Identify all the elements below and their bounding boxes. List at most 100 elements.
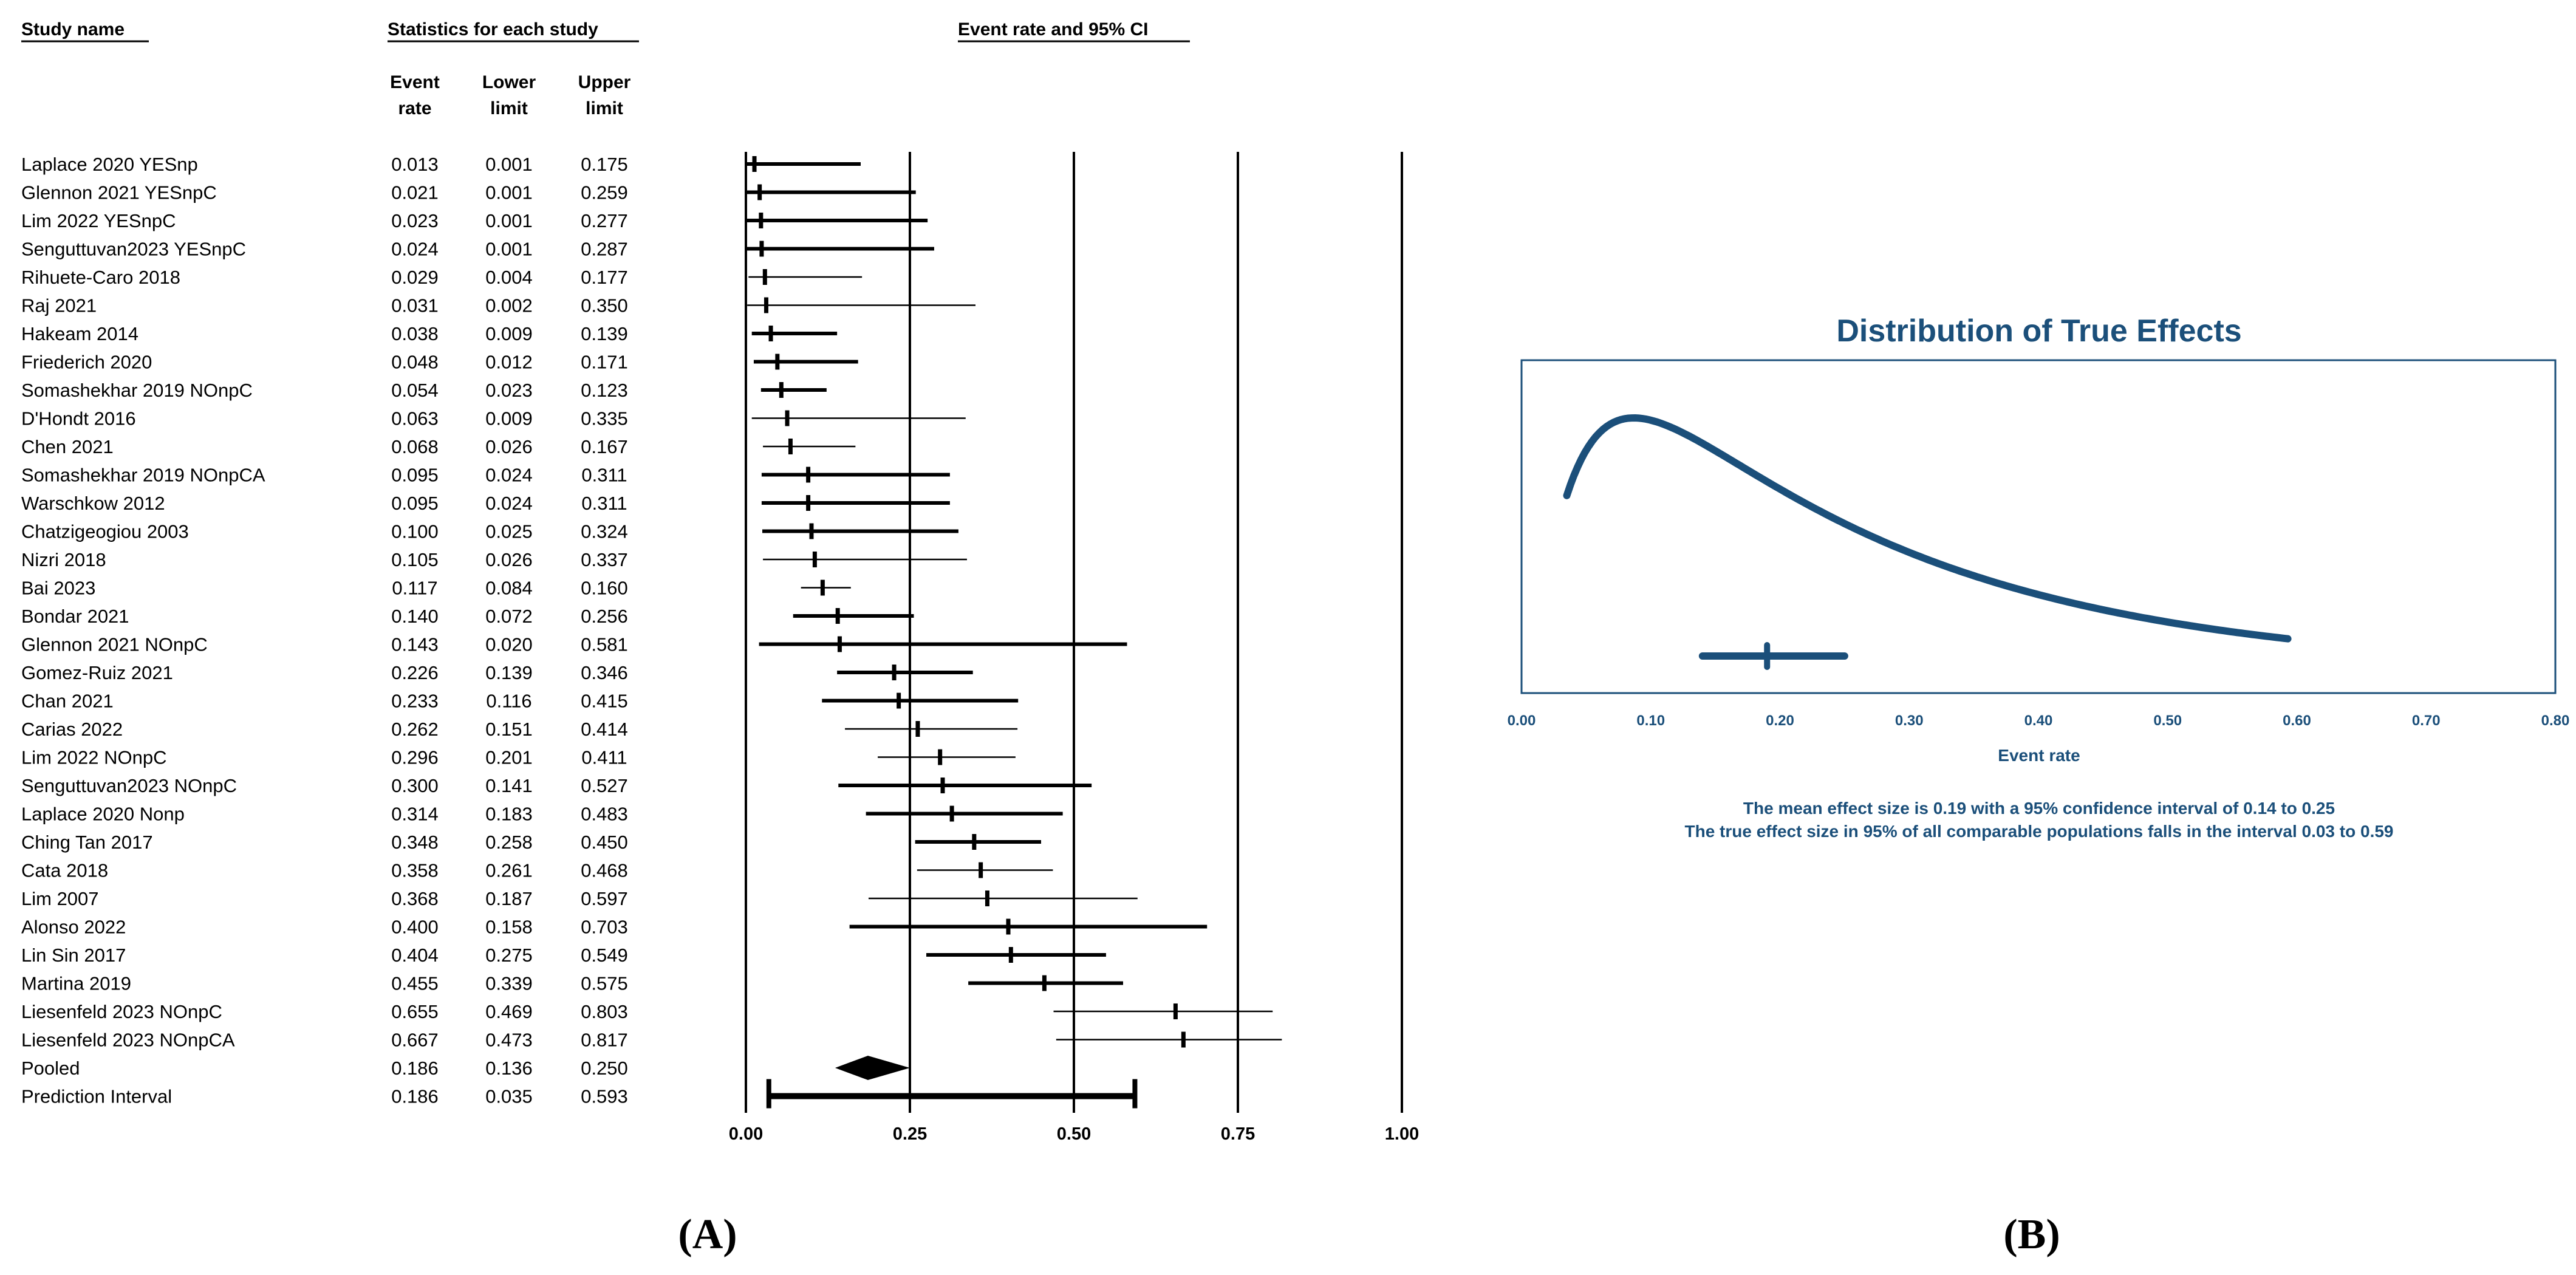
study-name: Senguttuvan2023 YESnpC: [21, 239, 246, 260]
study-name: Pooled: [21, 1058, 80, 1079]
study-name: Martina 2019: [21, 973, 131, 994]
study-row: Lin Sin 2017 0.404 0.275 0.549: [21, 945, 1106, 966]
study-name: Carias 2022: [21, 719, 123, 740]
study-row: Somashekhar 2019 NOnpC 0.054 0.023 0.123: [21, 380, 827, 401]
event-rate-value: 0.063: [391, 408, 439, 429]
study-name: Rihuete-Caro 2018: [21, 267, 180, 288]
distribution-tick-label: 0.20: [1766, 713, 1794, 729]
event-rate-value: 0.455: [391, 973, 439, 994]
study-row: Bondar 2021 0.140 0.072 0.256: [21, 606, 914, 627]
study-name: Somashekhar 2019 NOnpCA: [21, 465, 265, 486]
distribution-tick-label: 0.50: [2153, 713, 2182, 729]
lower-limit-value: 0.469: [485, 1001, 533, 1022]
panel-label-b: (B): [2003, 1211, 2060, 1258]
event-rate-value: 0.186: [391, 1086, 439, 1107]
lower-limit-value: 0.001: [485, 239, 533, 260]
upper-limit-value: 0.259: [581, 182, 628, 203]
event-rate-value: 0.095: [391, 493, 439, 514]
study-row: Rihuete-Caro 2018 0.029 0.004 0.177: [21, 267, 863, 288]
upper-limit-value: 0.256: [581, 606, 628, 627]
lower-limit-value: 0.072: [485, 606, 533, 627]
distribution-curve: [1563, 414, 2292, 643]
event-rate-value: 0.226: [391, 662, 439, 683]
study-row: Bai 2023 0.117 0.084 0.160: [21, 578, 851, 599]
study-name: Liesenfeld 2023 NOnpC: [21, 1001, 222, 1022]
event-rate-value: 0.368: [391, 888, 439, 909]
lower-limit-value: 0.187: [485, 888, 533, 909]
lower-limit-value: 0.158: [485, 917, 533, 938]
event-rate-value: 0.105: [391, 549, 439, 570]
event-rate-value: 0.314: [391, 804, 439, 825]
lower-limit-value: 0.024: [485, 465, 533, 486]
event-rate-value: 0.140: [391, 606, 439, 627]
study-row: Glennon 2021 NOnpC 0.143 0.020 0.581: [21, 634, 1127, 655]
event-rate-value: 0.024: [391, 239, 439, 260]
study-name: Chen 2021: [21, 436, 114, 457]
event-rate-value: 0.029: [391, 267, 439, 288]
study-name: Cata 2018: [21, 860, 108, 881]
distribution-note-interval: The true effect size in 95% of all compa…: [1685, 822, 2394, 841]
event-rate-value: 0.186: [391, 1058, 439, 1079]
study-name: Alonso 2022: [21, 917, 126, 938]
lower-limit-value: 0.275: [485, 945, 533, 966]
event-rate-value: 0.023: [391, 210, 439, 231]
distribution-tick-label: 0.60: [2283, 713, 2311, 729]
event-rate-value: 0.348: [391, 832, 439, 853]
upper-limit-value: 0.703: [581, 917, 628, 938]
study-name: Lim 2022 YESnpC: [21, 210, 176, 231]
study-name: Prediction Interval: [21, 1086, 172, 1107]
lower-limit-value: 0.001: [485, 210, 533, 231]
header-upper-line1: Upper: [578, 72, 631, 92]
study-name: Lim 2007: [21, 888, 99, 909]
upper-limit-value: 0.468: [581, 860, 628, 881]
upper-limit-value: 0.803: [581, 1001, 628, 1022]
upper-limit-value: 0.335: [581, 408, 628, 429]
upper-limit-value: 0.414: [581, 719, 628, 740]
lower-limit-value: 0.001: [485, 154, 533, 175]
study-row: Martina 2019 0.455 0.339 0.575: [21, 973, 1123, 994]
study-name: Senguttuvan2023 NOnpC: [21, 775, 237, 796]
upper-limit-value: 0.483: [581, 804, 628, 825]
study-name: Glennon 2021 YESnpC: [21, 182, 217, 203]
event-rate-value: 0.143: [391, 634, 439, 655]
lower-limit-value: 0.023: [485, 380, 533, 401]
upper-limit-value: 0.593: [581, 1086, 628, 1107]
distribution-tick-label: 0.00: [1508, 713, 1536, 729]
lower-limit-value: 0.025: [485, 521, 533, 542]
event-rate-value: 0.233: [391, 691, 439, 712]
upper-limit-value: 0.177: [581, 267, 628, 288]
study-row: Ching Tan 2017 0.348 0.258 0.450: [21, 832, 1041, 853]
upper-limit-value: 0.346: [581, 662, 628, 683]
event-rate-value: 0.400: [391, 917, 439, 938]
distribution-xlabel: Event rate: [1998, 746, 2080, 765]
event-rate-value: 0.655: [391, 1001, 439, 1022]
forest-tick-label: 0.75: [1221, 1124, 1255, 1144]
study-row: Lim 2022 NOnpC 0.296 0.201 0.411: [21, 747, 1016, 768]
event-rate-value: 0.262: [391, 719, 439, 740]
event-rate-value: 0.013: [391, 154, 439, 175]
study-name: Liesenfeld 2023 NOnpCA: [21, 1030, 235, 1051]
lower-limit-value: 0.004: [485, 267, 533, 288]
header-event-rate-line1: Event: [390, 72, 440, 92]
lower-limit-value: 0.002: [485, 295, 533, 316]
header-event-rate-line2: rate: [398, 98, 431, 118]
lower-limit-value: 0.026: [485, 549, 533, 570]
distribution-tick-label: 0.80: [2541, 713, 2570, 729]
forest-rows: Laplace 2020 YESnp 0.013 0.001 0.175 Glennon…: [21, 154, 1282, 1109]
distribution-note-mean: The mean effect size is 0.19 with a 95% …: [1743, 799, 2335, 818]
event-rate-value: 0.296: [391, 747, 439, 768]
study-name: Lin Sin 2017: [21, 945, 126, 966]
study-row: D'Hondt 2016 0.063 0.009 0.335: [21, 408, 966, 429]
study-name: Chan 2021: [21, 691, 114, 712]
forest-headers: Study name Statistics for each study Eve…: [21, 19, 1190, 118]
upper-limit-value: 0.324: [581, 521, 628, 542]
study-row: Friederich 2020 0.048 0.012 0.171: [21, 352, 858, 373]
study-row: Nizri 2018 0.105 0.026 0.337: [21, 549, 967, 570]
header-lower-line1: Lower: [482, 72, 536, 92]
panel-label-a: (A): [678, 1211, 737, 1258]
upper-limit-value: 0.123: [581, 380, 628, 401]
prediction-row: Prediction Interval 0.186 0.035 0.593: [21, 1079, 1138, 1109]
lower-limit-value: 0.141: [485, 775, 533, 796]
study-name: Bondar 2021: [21, 606, 129, 627]
study-row: Chan 2021 0.233 0.116 0.415: [21, 691, 1019, 712]
